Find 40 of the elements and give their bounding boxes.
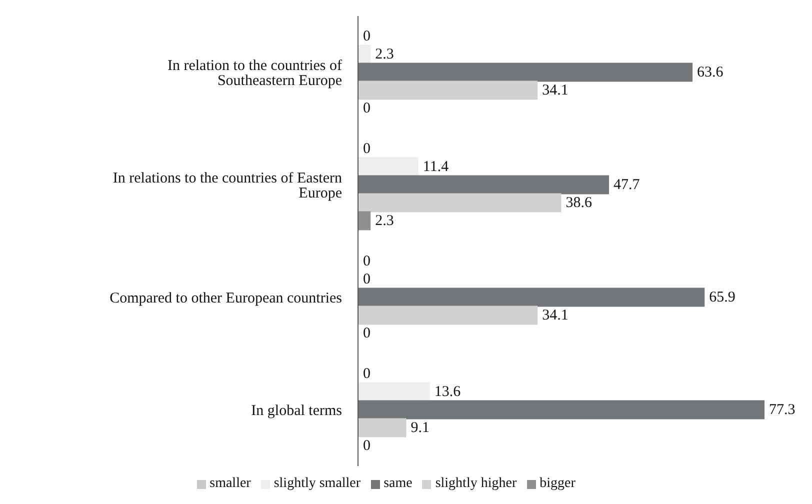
bar — [358, 175, 610, 194]
bar — [358, 400, 764, 420]
bar — [358, 157, 418, 176]
data-label: 2.3 — [375, 212, 394, 229]
data-label: 34.1 — [542, 82, 568, 98]
bar — [358, 211, 371, 230]
bar — [358, 418, 406, 438]
bar — [358, 306, 538, 325]
data-label: 0 — [363, 28, 371, 44]
data-label: 47.7 — [614, 176, 640, 193]
data-label: 0 — [363, 438, 371, 454]
bar — [358, 193, 562, 212]
data-label: 65.9 — [709, 289, 736, 306]
y-tick-label: In relations to the countries of Eastern Europe — [112, 170, 342, 202]
legend-label: same — [384, 476, 412, 492]
bar — [358, 382, 430, 402]
data-label: 0 — [363, 140, 371, 157]
data-label: 0 — [363, 325, 371, 342]
data-label: 0 — [363, 271, 371, 288]
data-label: 13.6 — [434, 384, 462, 400]
y-tick-label: In relation to the countries of Southeastern Europe — [167, 58, 342, 90]
data-label: 77.3 — [769, 402, 796, 418]
legend-label: smaller — [210, 476, 251, 492]
data-label: 11.4 — [422, 158, 450, 175]
y-tick-label: Compared to other European countries — [110, 290, 342, 307]
data-label: 63.6 — [697, 64, 724, 80]
legend-label: slightly higher — [435, 476, 517, 492]
legend-label: bigger — [540, 476, 576, 492]
data-label: 0 — [363, 253, 371, 270]
bar — [358, 288, 705, 307]
data-label: 34.1 — [542, 307, 568, 324]
data-label: 9.1 — [410, 420, 430, 436]
data-label: 2.3 — [375, 46, 394, 62]
data-label: 38.6 — [566, 194, 592, 211]
bar — [358, 62, 693, 82]
y-tick-label: In global terms — [251, 403, 342, 420]
data-label: 0 — [363, 100, 371, 116]
legend-label: slightly smaller — [274, 476, 361, 492]
data-label: 0 — [363, 366, 371, 382]
bar — [358, 80, 538, 100]
